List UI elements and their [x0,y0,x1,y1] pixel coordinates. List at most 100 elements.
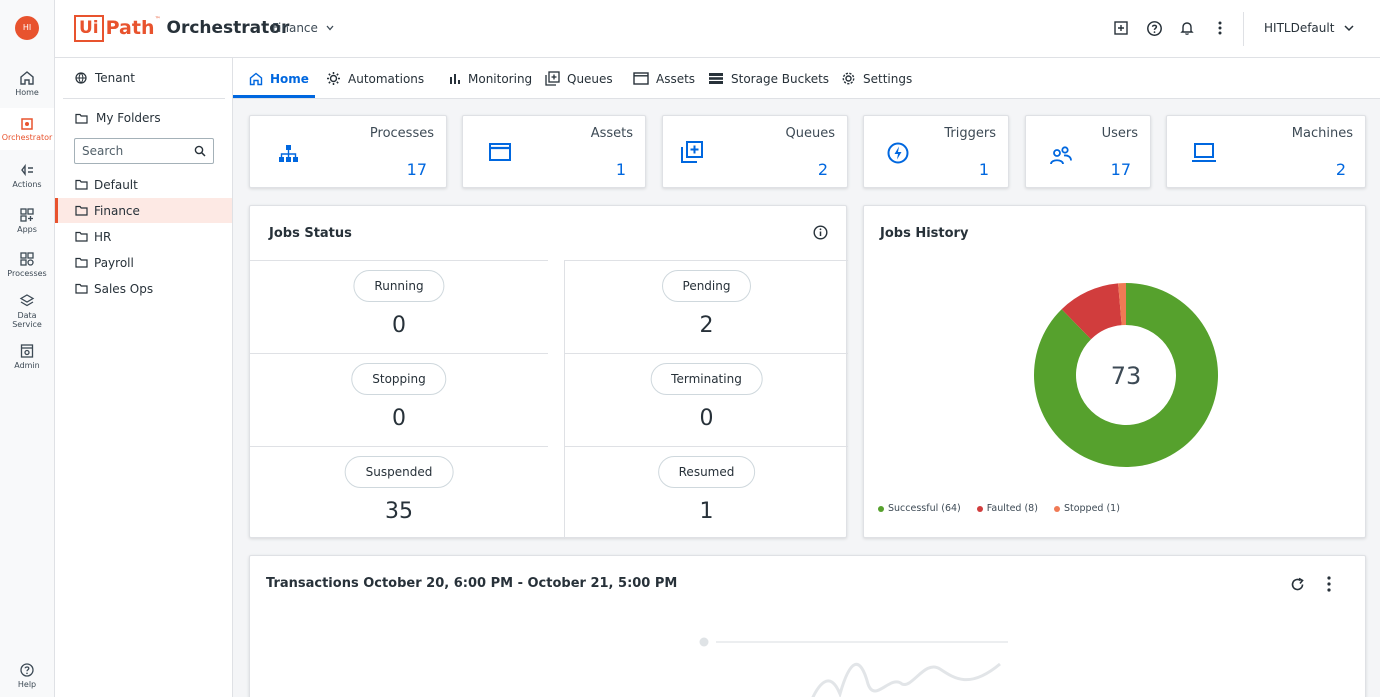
panel-title: Jobs Status [269,226,352,241]
chevron-down-icon [326,25,334,31]
folder-item-finance[interactable]: Finance [55,198,232,223]
tab-storage-buckets[interactable]: Storage Buckets [708,58,829,99]
help-icon [20,663,34,677]
legend-label: Successful (64) [888,503,961,514]
status-pill[interactable]: Pending [661,270,752,302]
folder-panel: Tenant My Folders Search Default Finance… [55,58,233,697]
rail-item-data-service[interactable]: Data Service [0,293,54,329]
stat-label: Queues [785,126,835,141]
status-pill[interactable]: Stopping [351,363,447,395]
status-pill[interactable]: Running [353,270,445,302]
orchestrator-icon [21,118,33,130]
tab-settings[interactable]: Settings [841,58,912,99]
folder-item-hr[interactable]: HR [55,224,232,249]
status-pill[interactable]: Resumed [657,456,756,488]
folder-label: Payroll [94,255,134,270]
folder-icon [75,283,88,294]
rail-item-help[interactable]: Help [0,662,54,689]
help-button[interactable] [1144,18,1164,38]
user-avatar[interactable]: HI [15,16,39,40]
legend-item-stopped[interactable]: Stopped (1) [1053,503,1120,514]
tab-automations[interactable]: Automations [326,58,424,99]
rail-item-orchestrator[interactable]: Orchestrator [0,108,54,150]
folder-icon [75,113,88,124]
stat-card-assets[interactable]: Assets 1 [462,115,646,188]
bell-icon [1180,22,1194,35]
top-bar: Ui Path ™ Orchestrator Finance HITLDefau… [55,0,1380,58]
tab-queues[interactable]: Queues [545,58,613,99]
tab-assets[interactable]: Assets [633,58,695,99]
donut-slice-faulted[interactable] [1061,283,1122,340]
folder-search-input[interactable]: Search [74,138,214,164]
jobs-status-panel: Jobs Status Running 0 Pending 2 Stopping… [249,205,848,539]
user-name: HITLDefault [1264,21,1335,35]
tenant-node[interactable]: Tenant [75,71,135,85]
data-service-icon [19,294,35,307]
logo-path: Path [105,17,155,39]
more-menu-button[interactable] [1210,18,1230,38]
transactions-panel: Transactions October 20, 6:00 PM - Octob… [249,555,1366,697]
legend-item-successful[interactable]: Successful (64) [878,503,961,514]
tab-label: Queues [567,71,613,86]
rail-item-admin[interactable]: Admin [0,343,54,370]
tenant-selector[interactable]: Finance [272,21,334,35]
my-folders-label: My Folders [96,111,161,125]
folder-item-payroll[interactable]: Payroll [55,250,232,275]
status-count: 1 [699,499,714,524]
stat-card-machines[interactable]: Machines 2 [1166,115,1366,188]
rail-label-admin: Admin [14,361,40,370]
rail-label-data: Data [17,311,37,320]
tab-label: Automations [348,71,425,86]
stat-value[interactable]: 17 [406,160,427,179]
notifications-button[interactable] [1177,18,1197,38]
add-button[interactable] [1111,18,1131,38]
folder-item-sales-ops[interactable]: Sales Ops [55,276,232,301]
stat-value[interactable]: 2 [817,160,828,179]
more-vertical-icon[interactable] [1326,575,1332,593]
job-status-pending: Pending 2 [564,260,848,353]
stat-card-triggers[interactable]: Triggers 1 [863,115,1009,188]
queues-icon [681,141,703,163]
stat-value[interactable]: 2 [1335,160,1346,179]
folder-item-default[interactable]: Default [55,172,232,197]
monitoring-icon [450,73,460,84]
panel-title: Jobs History [880,226,969,241]
tab-label: Storage Buckets [731,71,830,86]
stat-card-processes[interactable]: Processes 17 [249,115,447,188]
stat-label: Machines [1291,126,1353,141]
stat-value[interactable]: 1 [978,160,989,179]
rail-item-home[interactable]: Home [0,70,54,97]
tab-home[interactable]: Home [249,58,309,99]
stat-card-queues[interactable]: Queues 2 [662,115,848,188]
rail-item-actions[interactable]: Actions [0,162,54,189]
status-pill[interactable]: Suspended [344,456,454,488]
home-icon [20,71,34,85]
status-pill[interactable]: Terminating [650,363,763,395]
status-count: 0 [392,313,406,338]
user-menu[interactable]: HITLDefault [1264,21,1354,35]
donut-slice-stopped[interactable] [1118,283,1126,326]
legend-item-faulted[interactable]: Faulted (8) [976,503,1038,514]
stat-value[interactable]: 1 [615,160,626,179]
donut-slice-successful[interactable] [1034,283,1218,468]
stat-card-users[interactable]: Users 17 [1025,115,1151,188]
legend-label: Stopped (1) [1063,503,1120,514]
tab-monitoring[interactable]: Monitoring [449,58,532,99]
chart-legend: Successful (64) Faulted (8) Stopped (1) [878,503,1120,514]
search-placeholder: Search [82,144,124,158]
tab-label: Assets [656,71,696,86]
transactions-placeholder-graphic [699,637,1008,697]
rail-item-apps[interactable]: Apps [0,207,54,234]
admin-icon [20,344,34,358]
stat-value[interactable]: 17 [1110,160,1131,179]
job-status-terminating: Terminating 0 [564,353,848,446]
uipath-logo[interactable]: Ui Path ™ Orchestrator [74,14,289,42]
status-count: 2 [699,313,714,338]
my-folders-node[interactable]: My Folders [75,111,161,125]
refresh-icon[interactable] [1290,577,1305,592]
tab-label: Settings [863,71,913,86]
logo-tm: ™ [154,16,161,23]
chevron-down-icon [1344,24,1354,31]
info-icon[interactable] [813,225,828,240]
rail-item-processes[interactable]: Processes [0,251,54,278]
